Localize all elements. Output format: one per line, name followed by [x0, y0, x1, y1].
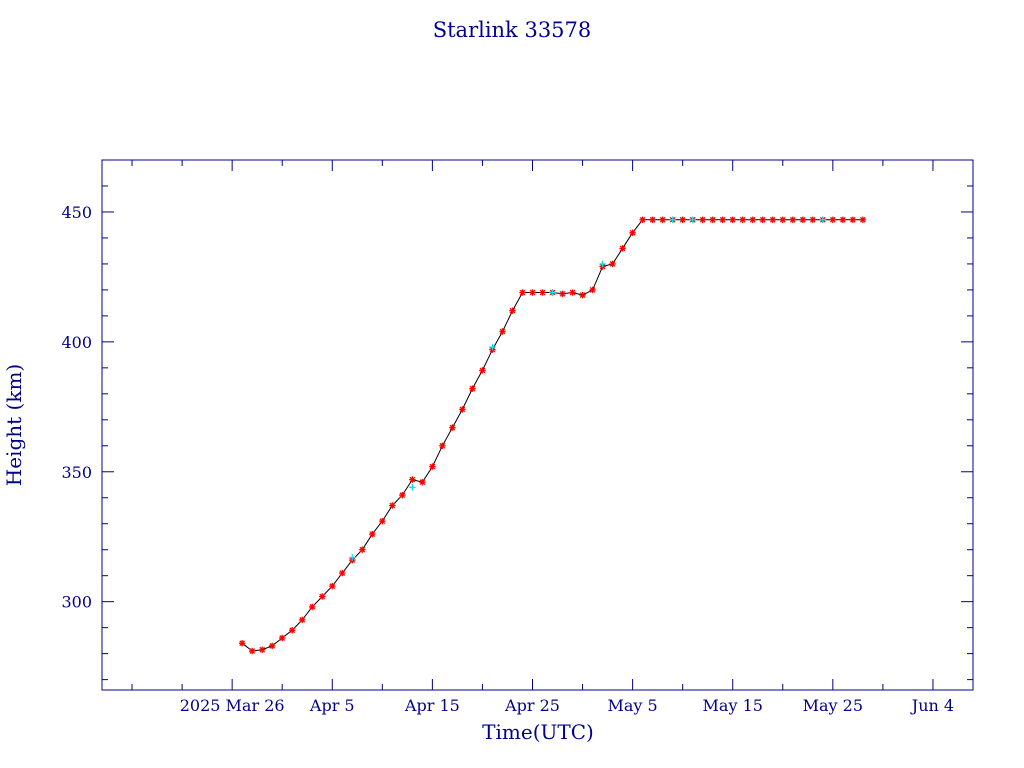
data-point-star: [749, 216, 756, 223]
data-point-star: [619, 245, 626, 252]
data-point-star: [479, 367, 486, 374]
data-point-star: [719, 216, 726, 223]
plot-frame: [101, 159, 974, 691]
data-point-star: [659, 216, 666, 223]
y-tick-label: 400: [61, 333, 92, 352]
data-point-star: [519, 289, 526, 296]
data-point-star: [699, 216, 706, 223]
data-point-star: [589, 286, 596, 294]
data-point-star: [268, 642, 276, 650]
data-point-star: [399, 491, 406, 499]
data-point-star: [258, 646, 266, 653]
data-point-star: [579, 291, 586, 299]
tick-labels: 2025 Mar 26 Apr 5 Apr 15 Apr 25 May 5 May 15 M…: [61, 203, 954, 715]
data-point-star: [339, 569, 346, 577]
axis-ticks: [102, 159, 973, 690]
chart-title: Starlink 33578: [433, 18, 592, 42]
y-tick-label: 350: [61, 463, 92, 482]
data-point-star: [419, 478, 426, 486]
data-point-star: [449, 424, 456, 431]
x-axis-title: Time(UTC): [482, 720, 594, 744]
data-point-star: [629, 229, 636, 236]
data-point-star: [809, 216, 817, 223]
data-point-cross: [549, 289, 556, 296]
data-point-star: [379, 517, 386, 525]
data-point-cross: [489, 343, 496, 351]
data-point-cross: [689, 216, 696, 223]
data-point-star: [799, 216, 807, 223]
data-point-star: [248, 647, 256, 655]
x-tick-label: Apr 25: [504, 696, 560, 715]
data-point-star: [609, 260, 616, 268]
data-point-star: [649, 216, 656, 223]
data-point-star: [849, 216, 857, 223]
data-point-star: [759, 216, 766, 223]
data-point-star: [679, 216, 686, 223]
x-tick-label: May 15: [703, 696, 763, 715]
data-point-star: [299, 616, 306, 624]
data-point-star: [359, 546, 366, 553]
data-point-star: [439, 442, 446, 449]
data-point-star: [859, 216, 867, 223]
x-tick-label: 2025 Mar 26: [180, 696, 285, 715]
data-point-star: [329, 582, 336, 590]
data-point-star: [539, 289, 546, 296]
data-point-star: [309, 603, 316, 611]
x-tick-label: Jun 4: [910, 696, 954, 715]
data-point-star: [319, 593, 326, 600]
data-point-star: [369, 530, 376, 538]
data-point-star: [559, 290, 566, 297]
data-point-star: [829, 216, 837, 223]
data-point-star: [769, 216, 776, 223]
data-point-star: [289, 627, 296, 634]
data-point-cross: [409, 484, 416, 491]
data-point-star: [509, 307, 516, 314]
x-tick-label: May 5: [607, 696, 657, 715]
x-tick-label: Apr 5: [309, 696, 355, 715]
data-point-star: [569, 289, 576, 296]
data-point-star: [469, 385, 476, 392]
data-point-cross: [819, 216, 827, 223]
data-point-star: [459, 406, 466, 413]
data-point-star: [709, 216, 716, 223]
data-point-star: [789, 216, 796, 223]
data-point-star: [238, 640, 246, 647]
data-point-star: [839, 216, 847, 223]
data-point-star: [779, 216, 786, 223]
y-axis-title: Height (km): [2, 364, 26, 486]
y-tick-label: 450: [61, 203, 92, 222]
data-point-star: [529, 289, 536, 296]
data-point-star: [739, 216, 746, 223]
data-point-cross: [669, 216, 676, 223]
data-point-star: [639, 216, 646, 223]
data-point-star: [729, 216, 736, 223]
data-point-star: [279, 634, 286, 642]
x-tick-label: Apr 15: [404, 696, 460, 715]
data-point-star: [429, 463, 436, 470]
data-point-star: [389, 502, 396, 509]
y-tick-label: 300: [61, 593, 92, 612]
data-point-star: [499, 328, 506, 335]
data-point-star: [409, 476, 416, 483]
data-point-cross: [349, 554, 356, 561]
x-tick-label: May 25: [803, 696, 863, 715]
series-markers: [238, 216, 867, 655]
data-point-cross: [599, 260, 606, 268]
